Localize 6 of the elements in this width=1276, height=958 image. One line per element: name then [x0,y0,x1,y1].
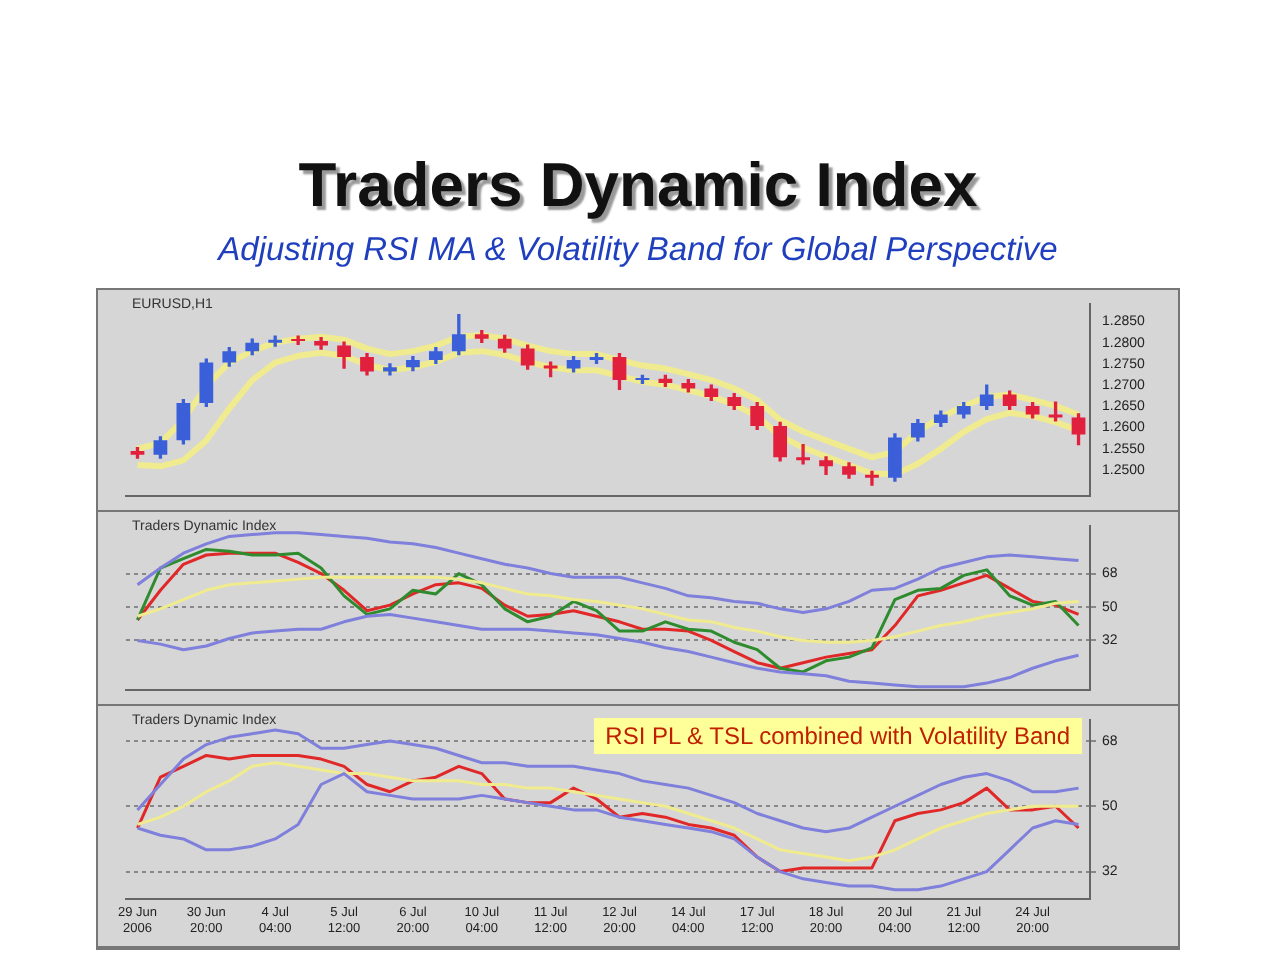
candlestick [796,443,810,465]
candlestick [865,470,879,486]
chart-title: Traders Dynamic Index [296,148,980,224]
annotation: RSI PL & TSL combined with Volatility Band [593,718,1082,754]
candlestick [291,335,306,345]
chart-subtitle: Adjusting RSI MA & Volatility Band for Global Perspective [215,230,1060,272]
